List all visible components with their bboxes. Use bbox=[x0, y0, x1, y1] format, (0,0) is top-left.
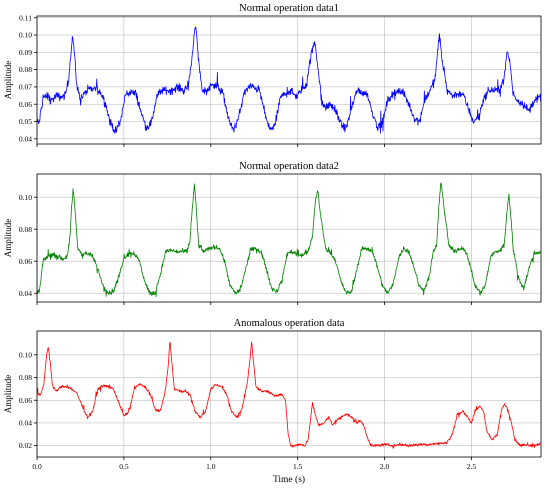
subplot-3: 0.0 0.5 1.0 1.5 2.0 2.5 0.02 0.04 0.06 0.08 0.10 An… bbox=[3, 318, 542, 485]
y-tick-label: 0.04 bbox=[19, 134, 32, 143]
y-tick-label: 0.11 bbox=[19, 13, 32, 22]
x-tick-label: 2.0 bbox=[380, 462, 390, 471]
y-tick-label: 0.04 bbox=[19, 419, 32, 428]
x-tick-label: 0.5 bbox=[119, 462, 129, 471]
y-tick-label: 0.06 bbox=[19, 396, 32, 405]
series-line bbox=[37, 182, 541, 298]
x-tick-label: 1.0 bbox=[206, 462, 216, 471]
y-tick-label: 0.05 bbox=[19, 117, 32, 126]
subplot-title: Normal operation data2 bbox=[239, 161, 339, 172]
y-tick-label: 0.10 bbox=[19, 350, 32, 359]
y-tick-label: 0.07 bbox=[19, 83, 32, 92]
y-tick-label: 0.10 bbox=[19, 193, 32, 202]
series-line bbox=[37, 341, 541, 449]
x-axis-label: Time (s) bbox=[273, 474, 305, 485]
x-tick-label: 0.0 bbox=[32, 462, 42, 471]
y-tick-label: 0.06 bbox=[19, 100, 32, 109]
y-axis-label: Amplitude bbox=[3, 375, 13, 414]
y-tick-label: 0.08 bbox=[19, 373, 32, 382]
y-axis-label: Amplitude bbox=[3, 61, 13, 100]
y-tick-label: 0.09 bbox=[19, 48, 32, 57]
y-axis-label: Amplitude bbox=[3, 219, 13, 258]
y-tick-label: 0.06 bbox=[19, 257, 32, 266]
axes-frame bbox=[36, 330, 542, 458]
series-line bbox=[37, 26, 541, 134]
y-tick-label: 0.10 bbox=[19, 31, 32, 40]
y-tick-label: 0.04 bbox=[19, 289, 32, 298]
x-tick-label: 2.5 bbox=[467, 462, 477, 471]
y-tick-label: 0.02 bbox=[19, 441, 32, 450]
axes-frame bbox=[36, 15, 542, 145]
x-tick-label: 1.5 bbox=[293, 462, 303, 471]
subplot-1: 0.04 0.05 0.06 0.07 0.08 0.09 0.10 0.11 Normal o… bbox=[3, 3, 542, 147]
y-tick-label: 0.08 bbox=[19, 225, 32, 234]
subplot-2: 0.04 0.06 0.08 0.10 Normal operation data2 Am… bbox=[3, 161, 542, 305]
subplot-title: Normal operation data1 bbox=[239, 3, 339, 14]
y-tick-label: 0.08 bbox=[19, 65, 32, 74]
subplot-title: Anomalous operation data bbox=[234, 318, 345, 329]
axes-frame bbox=[36, 173, 542, 303]
